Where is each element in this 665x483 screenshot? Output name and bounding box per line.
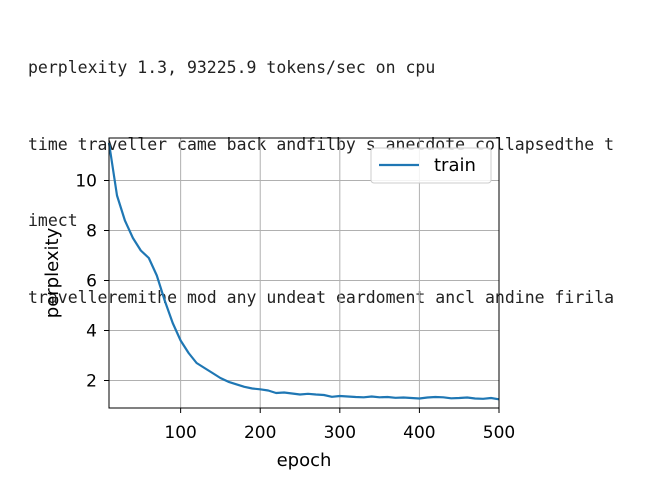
output-line-1: perplexity 1.3, 93225.9 tokens/sec on cp… [28, 58, 436, 77]
y-tick-label: 8 [86, 222, 97, 242]
x-tick-label: 400 [403, 423, 435, 443]
legend: train [370, 147, 492, 184]
grid-lines [109, 138, 500, 408]
y-tick-label: 2 [86, 372, 97, 392]
y-tick-label: 10 [75, 172, 97, 192]
series-line-train [107, 142, 500, 401]
tick-marks: 100 200 300 400 500 2 4 6 8 10 [75, 172, 515, 444]
output-line-2: time traveller came back andfilby s anec… [28, 134, 615, 154]
output-line-3: imect [28, 211, 78, 230]
legend-box [370, 147, 492, 184]
y-tick-label: 4 [86, 322, 97, 342]
x-tick-label: 200 [244, 423, 276, 443]
y-tick-label: 6 [86, 272, 97, 292]
x-tick-label: 100 [164, 423, 196, 443]
series-group [107, 142, 500, 401]
output-line-4: travelleremithe mod any undeat eardoment… [28, 287, 615, 307]
x-tick-label: 500 [483, 423, 515, 443]
x-tick-label: 300 [324, 423, 356, 443]
x-axis-label: epoch [277, 450, 332, 471]
axes-frame [108, 137, 500, 409]
y-axis-label: perplexity [42, 227, 63, 318]
legend-label-train: train [434, 155, 476, 176]
plot-frame [108, 137, 500, 409]
training-output: perplexity 1.3, 93225.9 tokens/sec on cp… [28, 4, 614, 336]
